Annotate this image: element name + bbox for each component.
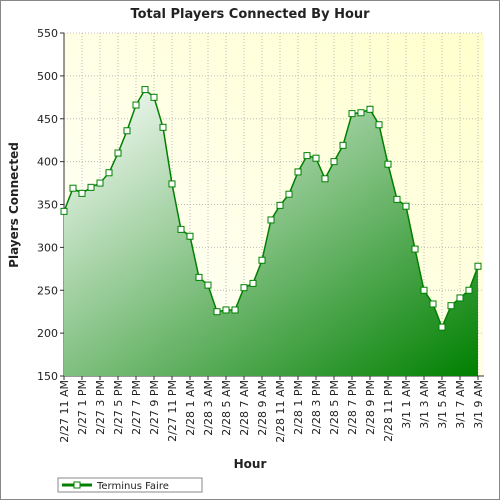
marker [78, 189, 86, 197]
x-tick-label: 3/1 1 AM [400, 380, 413, 429]
marker [339, 141, 347, 149]
marker [429, 300, 437, 308]
marker [375, 121, 383, 129]
marker [204, 281, 212, 289]
x-tick-label: 2/27 5 PM [112, 380, 125, 435]
y-tick-label: 550 [37, 27, 58, 40]
marker [438, 323, 446, 331]
marker [366, 105, 374, 113]
marker [348, 110, 356, 118]
x-tick-label: 2/27 9 PM [148, 380, 161, 435]
marker [87, 183, 95, 191]
y-tick-label: 400 [37, 156, 58, 169]
marker [177, 225, 185, 233]
y-axis-label: Players Connected [7, 142, 21, 268]
x-tick-label: 3/1 7 AM [454, 380, 467, 429]
marker [114, 149, 122, 157]
marker [411, 245, 419, 253]
marker [231, 306, 239, 314]
x-tick-label: 3/1 9 AM [472, 380, 485, 429]
x-tick-label: 2/28 11 PM [382, 380, 395, 442]
x-tick-label: 2/28 7 AM [238, 380, 251, 436]
x-tick-label: 2/28 5 PM [328, 380, 341, 435]
x-tick-label: 2/27 3 PM [94, 380, 107, 435]
marker [321, 175, 329, 183]
legend-label: Terminus Faire [96, 481, 169, 492]
x-tick-label: 2/28 7 PM [346, 380, 359, 435]
marker [294, 168, 302, 176]
marker [258, 256, 266, 264]
y-tick-label: 250 [37, 284, 58, 297]
marker [69, 184, 77, 192]
marker [447, 302, 455, 310]
x-tick-label: 2/27 7 PM [130, 380, 143, 435]
y-tick-label: 350 [37, 199, 58, 212]
legend-marker [73, 481, 81, 489]
marker [456, 294, 464, 302]
x-tick-label: 3/1 5 AM [436, 380, 449, 429]
marker [249, 279, 257, 287]
y-tick-label: 200 [37, 327, 58, 340]
marker [195, 273, 203, 281]
marker [330, 158, 338, 166]
marker [267, 216, 275, 224]
marker [132, 101, 140, 109]
y-tick-label: 150 [37, 370, 58, 383]
x-tick-label: 2/28 1 PM [292, 380, 305, 435]
marker [96, 179, 104, 187]
x-tick-label: 2/28 3 PM [310, 380, 323, 435]
marker [312, 154, 320, 162]
y-tick-label: 500 [37, 70, 58, 83]
marker [285, 190, 293, 198]
x-tick-label: 2/28 3 AM [202, 380, 215, 436]
marker [357, 109, 365, 117]
x-tick-label: 2/28 9 PM [364, 380, 377, 435]
y-tick-label: 450 [37, 113, 58, 126]
marker [384, 160, 392, 168]
x-tick-label: 2/27 11 AM [58, 380, 71, 443]
marker [402, 202, 410, 210]
x-tick-label: 2/28 9 AM [256, 380, 269, 436]
marker [141, 86, 149, 94]
marker [465, 286, 473, 294]
marker [150, 93, 158, 101]
x-tick-label: 2/27 11 PM [166, 380, 179, 442]
plot [60, 86, 482, 376]
marker [276, 201, 284, 209]
marker [159, 123, 167, 131]
x-tick-label: 2/28 1 AM [184, 380, 197, 436]
marker [393, 195, 401, 203]
marker [123, 127, 131, 135]
marker [168, 180, 176, 188]
marker [60, 207, 68, 215]
legend [57, 477, 203, 493]
x-tick-label: 2/27 1 PM [76, 380, 89, 435]
marker [105, 169, 113, 177]
x-tick-label: 2/28 5 AM [220, 380, 233, 436]
x-axis-label: Hour [234, 457, 267, 471]
marker [222, 306, 230, 314]
x-tick-label: 3/1 3 AM [418, 380, 431, 429]
marker [240, 284, 248, 292]
marker [213, 308, 221, 316]
x-tick-label: 2/28 11 AM [274, 380, 287, 443]
y-tick-label: 300 [37, 241, 58, 254]
chart-title: Total Players Connected By Hour [130, 7, 370, 22]
area [64, 89, 478, 376]
marker [420, 286, 428, 294]
marker [474, 262, 482, 270]
marker [303, 152, 311, 160]
marker [186, 232, 194, 240]
